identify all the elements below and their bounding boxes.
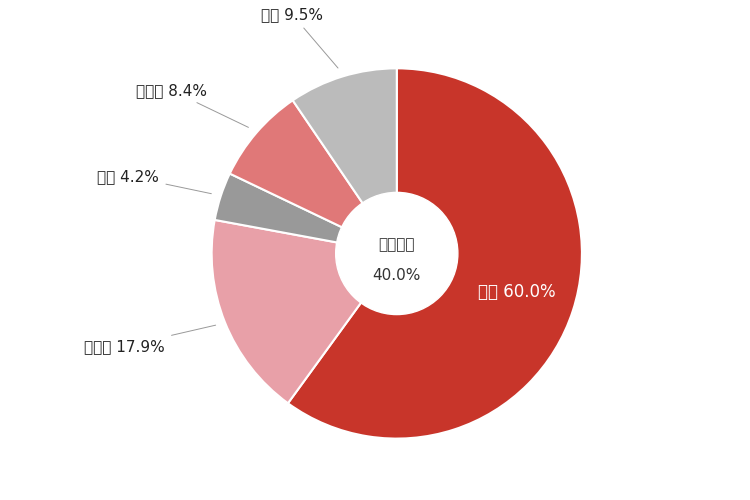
Text: 東京以外: 東京以外 <box>379 238 415 252</box>
Text: 神奈川 8.4%: 神奈川 8.4% <box>136 83 248 128</box>
Wedge shape <box>214 174 397 254</box>
Wedge shape <box>288 68 582 438</box>
Text: 大阪 9.5%: 大阪 9.5% <box>261 7 338 68</box>
Text: 愛知 4.2%: 愛知 4.2% <box>98 168 211 194</box>
Circle shape <box>336 192 458 314</box>
Wedge shape <box>211 220 397 403</box>
Text: その他 17.9%: その他 17.9% <box>84 325 216 354</box>
Text: 東京 60.0%: 東京 60.0% <box>478 284 555 302</box>
Text: 40.0%: 40.0% <box>373 268 421 282</box>
Wedge shape <box>292 68 397 254</box>
Wedge shape <box>230 100 397 254</box>
